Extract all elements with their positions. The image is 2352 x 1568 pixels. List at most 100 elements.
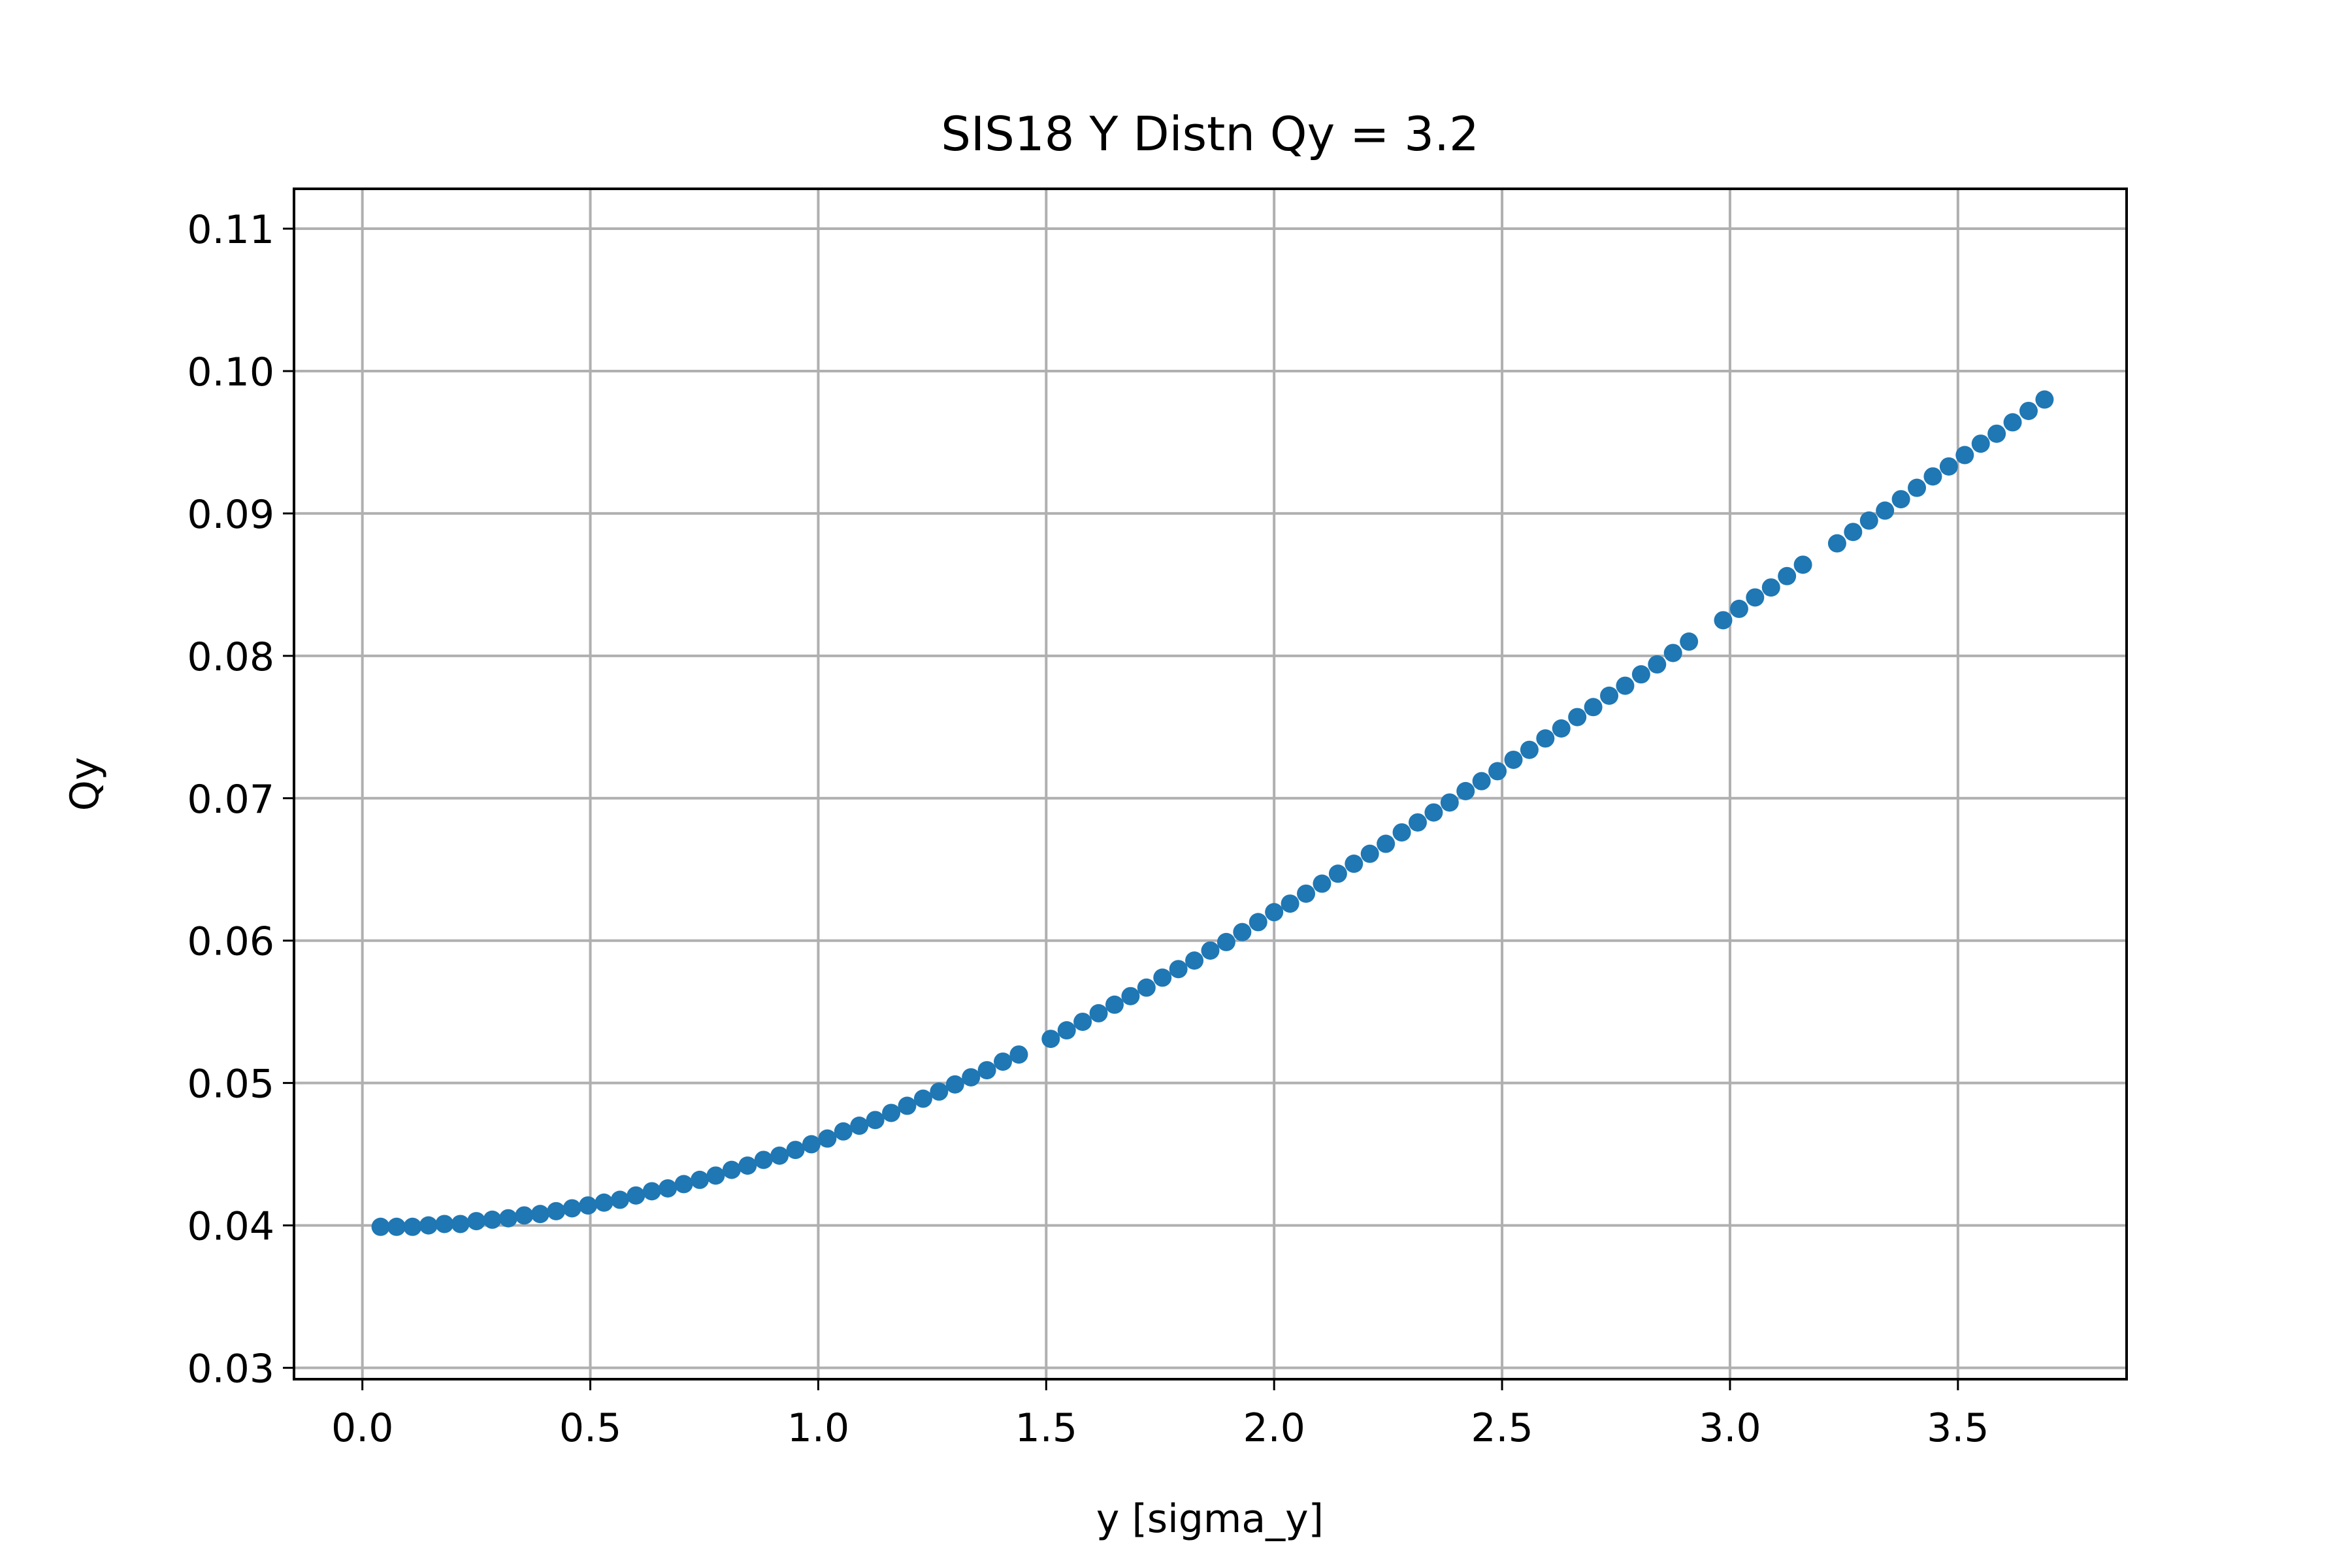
data-point <box>467 1212 486 1231</box>
data-point <box>1440 793 1459 812</box>
data-point <box>1313 874 1331 893</box>
data-point <box>1281 894 1299 913</box>
data-point <box>1488 762 1507 781</box>
data-point <box>1377 834 1396 853</box>
data-point <box>738 1156 757 1175</box>
y-tick-label: 0.06 <box>187 919 274 965</box>
y-axis-label: Qy <box>62 757 108 811</box>
data-point <box>419 1216 438 1235</box>
data-point <box>706 1166 725 1185</box>
data-point <box>1939 457 1958 476</box>
data-point <box>1584 698 1603 717</box>
data-point <box>1057 1021 1076 1040</box>
data-point <box>595 1193 613 1212</box>
x-tick-label: 3.5 <box>1927 1405 1989 1451</box>
data-point <box>371 1217 390 1236</box>
data-point <box>882 1103 901 1122</box>
chart-title: SIS18 Y Distn Qy = 3.2 <box>941 106 1479 161</box>
y-tick-label: 0.05 <box>187 1062 274 1107</box>
data-point <box>1121 987 1140 1005</box>
data-point <box>563 1199 581 1218</box>
data-point <box>515 1206 534 1225</box>
data-point <box>610 1190 629 1209</box>
data-point <box>1472 772 1491 791</box>
data-point <box>1504 750 1523 769</box>
data-point <box>913 1089 932 1108</box>
data-point <box>834 1122 853 1141</box>
data-point <box>1408 813 1427 832</box>
data-point <box>1360 844 1379 863</box>
data-point <box>1217 932 1235 951</box>
x-tick-label: 1.5 <box>1015 1405 1077 1451</box>
data-point <box>1631 665 1650 684</box>
data-point <box>962 1068 981 1086</box>
data-point <box>786 1141 805 1160</box>
data-point <box>579 1196 598 1215</box>
data-point <box>2019 401 2038 420</box>
data-point <box>818 1129 837 1148</box>
data-point <box>722 1160 741 1179</box>
data-point <box>1891 490 1910 509</box>
x-axis-label: y [sigma_y] <box>1096 1496 1324 1542</box>
data-point <box>1987 424 2006 443</box>
data-point <box>1153 968 1172 987</box>
data-point <box>1233 923 1252 941</box>
data-point <box>1746 588 1765 607</box>
data-point <box>1041 1030 1060 1049</box>
data-point <box>2035 390 2054 409</box>
data-point <box>1345 855 1364 874</box>
data-point <box>1778 566 1797 585</box>
x-tick-label: 0.0 <box>331 1405 393 1451</box>
data-point <box>1552 719 1571 738</box>
data-point <box>1169 960 1188 979</box>
data-point <box>930 1082 949 1101</box>
data-point <box>1971 434 1990 453</box>
data-point <box>1105 995 1124 1014</box>
data-point <box>1089 1004 1108 1022</box>
y-tick-label: 0.11 <box>187 207 274 253</box>
data-point <box>1392 823 1411 842</box>
data-point <box>451 1215 470 1233</box>
data-point <box>802 1135 821 1154</box>
y-gridlines <box>294 227 2127 1369</box>
data-point <box>1793 555 1812 574</box>
x-gridlines <box>361 189 1959 1379</box>
data-point <box>1249 913 1267 932</box>
data-point <box>850 1117 869 1135</box>
data-point <box>627 1186 645 1205</box>
data-point <box>1680 632 1699 651</box>
data-point <box>754 1151 773 1169</box>
data-point <box>994 1052 1013 1071</box>
data-point <box>770 1146 789 1165</box>
data-point <box>1859 511 1878 530</box>
data-point <box>691 1170 710 1189</box>
data-point <box>2003 413 2022 432</box>
data-point <box>1714 611 1733 630</box>
x-tick-label: 1.0 <box>787 1405 849 1451</box>
y-tick-label: 0.04 <box>187 1204 274 1250</box>
data-point <box>531 1205 549 1224</box>
data-point <box>1616 676 1635 695</box>
data-point <box>898 1096 917 1115</box>
x-tick-label: 2.5 <box>1471 1405 1533 1451</box>
data-point <box>435 1215 454 1233</box>
data-point <box>1456 781 1475 800</box>
data-point <box>1520 740 1539 759</box>
data-point <box>1328 864 1347 883</box>
y-tick-label: 0.09 <box>187 492 274 538</box>
y-tick-label: 0.03 <box>187 1347 274 1392</box>
data-point <box>1844 523 1863 542</box>
data-point <box>1185 951 1204 970</box>
data-point <box>1648 655 1667 674</box>
y-tick-label: 0.07 <box>187 777 274 823</box>
x-tick-label: 0.5 <box>559 1405 621 1451</box>
data-point <box>1600 686 1619 705</box>
data-point <box>642 1182 661 1201</box>
data-point <box>387 1217 406 1236</box>
data-point <box>1827 534 1846 553</box>
data-point <box>866 1111 885 1130</box>
data-point <box>945 1075 964 1094</box>
y-tick-label: 0.08 <box>187 634 274 680</box>
data-point <box>1955 446 1974 465</box>
